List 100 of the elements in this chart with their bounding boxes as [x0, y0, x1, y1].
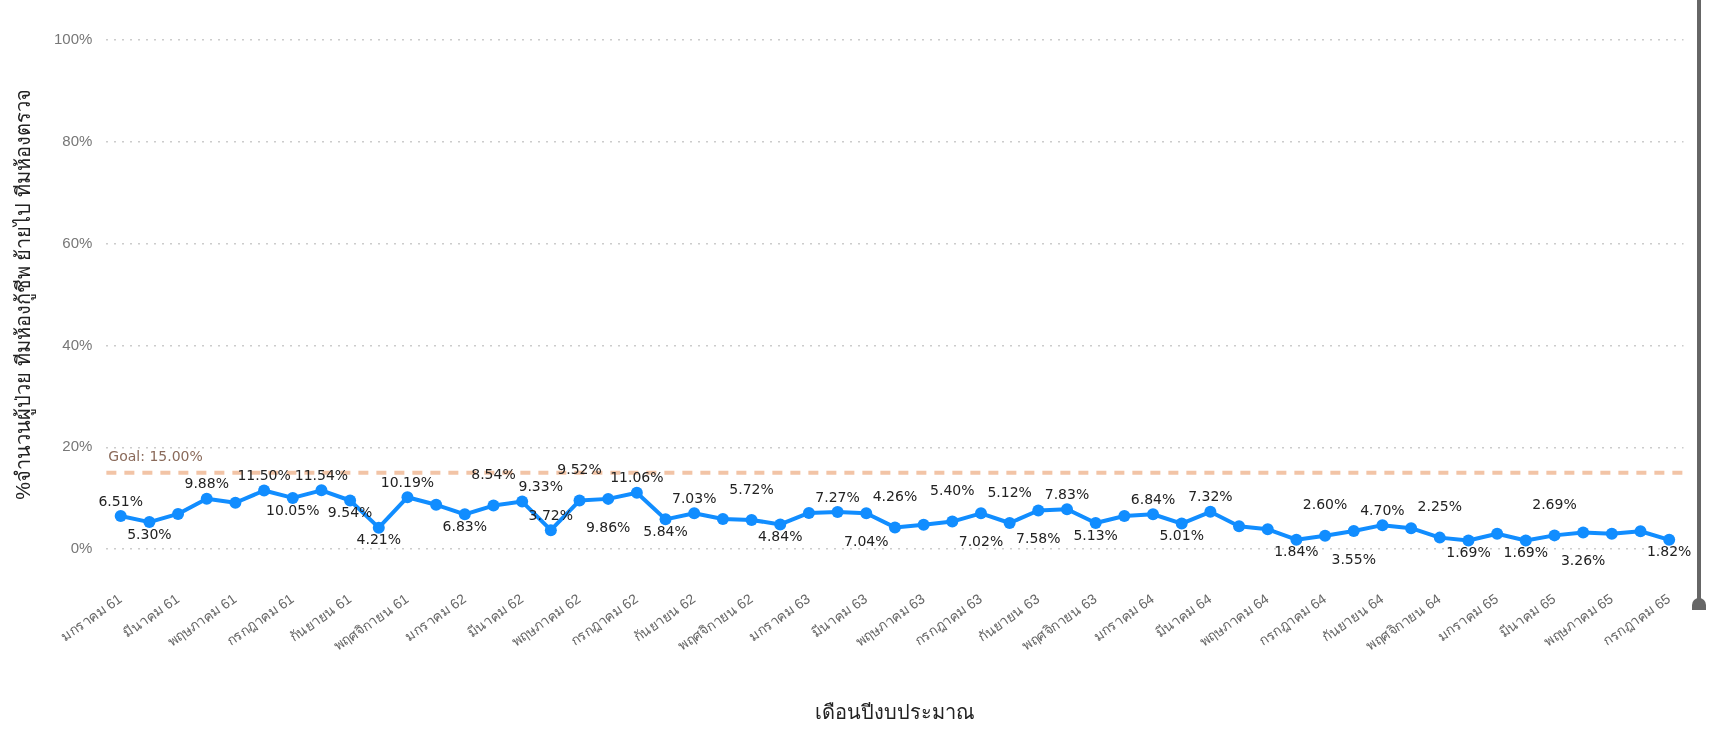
point [200, 492, 213, 505]
point [1491, 527, 1504, 540]
data-label: 7.32% [1188, 488, 1233, 505]
data-label: 5.13% [1073, 526, 1118, 543]
point [487, 499, 500, 512]
data-label: 7.58% [1016, 530, 1061, 547]
data-label: 8.54% [471, 466, 516, 483]
point [888, 521, 901, 534]
data-label: 2.25% [1417, 498, 1463, 515]
data-label: 10.19% [380, 473, 435, 490]
data-label: 4.84% [758, 528, 803, 545]
point [1577, 526, 1590, 539]
data-label: 6.51% [98, 492, 143, 509]
point [1663, 533, 1676, 546]
point [143, 516, 156, 529]
point [946, 515, 959, 528]
data-label: 11.50% [237, 467, 291, 484]
data-label: 7.27% [815, 488, 860, 505]
y-tick-label: 100% [53, 30, 93, 48]
data-label: 1.69% [1446, 544, 1491, 561]
data-label: 9.33% [518, 478, 563, 495]
point [229, 496, 242, 509]
data-label: 4.26% [872, 488, 918, 505]
point [831, 506, 844, 519]
data-label: 3.55% [1331, 550, 1376, 567]
data-label: 9.52% [557, 461, 602, 478]
data-label: 1.82% [1646, 543, 1692, 560]
data-label: 2.69% [1532, 496, 1577, 513]
data-label: 9.88% [184, 475, 229, 492]
point [1462, 534, 1475, 547]
point [544, 524, 557, 537]
point [1347, 525, 1360, 537]
point [1147, 508, 1160, 521]
y-tick-label: 80% [62, 131, 93, 149]
data-label: 5.40% [930, 482, 975, 499]
point [1089, 516, 1102, 529]
point [1405, 522, 1418, 535]
point [1261, 523, 1274, 536]
point [1376, 519, 1389, 532]
point [1118, 509, 1131, 522]
point [258, 484, 271, 497]
point [1060, 503, 1073, 516]
point [1605, 527, 1618, 540]
point [802, 506, 815, 519]
point [344, 494, 357, 507]
data-label: 6.83% [442, 517, 488, 534]
point [516, 495, 529, 508]
point [630, 486, 643, 499]
point [1634, 525, 1647, 538]
data-label: 7.02% [958, 532, 1004, 549]
point [401, 491, 414, 504]
data-label: 5.30% [127, 525, 172, 542]
data-label: 2.60% [1302, 496, 1348, 513]
point [1319, 529, 1332, 542]
y-tick-label: 40% [62, 335, 93, 353]
data-label: 7.03% [671, 489, 717, 506]
point [458, 508, 471, 521]
point [602, 492, 615, 505]
point [688, 507, 701, 520]
point [774, 518, 787, 531]
point [286, 491, 299, 504]
data-label: 11.54% [294, 466, 349, 483]
ref-line-label: Goal: 15.00% [108, 448, 203, 465]
data-label: 1.69% [1503, 544, 1549, 561]
point [172, 507, 185, 520]
data-label: 7.83% [1044, 485, 1090, 502]
y-tick-label: 0% [70, 539, 93, 557]
point [974, 507, 987, 520]
point [1204, 505, 1217, 518]
point [573, 494, 586, 507]
data-label: 5.84% [643, 522, 688, 539]
point [745, 513, 758, 526]
point [1290, 533, 1303, 546]
point [315, 484, 328, 497]
data-label: 9.86% [585, 518, 631, 535]
data-label: 4.21% [356, 531, 402, 548]
point [1003, 517, 1016, 530]
point [372, 521, 385, 534]
point [114, 509, 127, 522]
point [1175, 517, 1188, 530]
point [430, 498, 443, 511]
point [917, 518, 930, 531]
point [1032, 504, 1045, 517]
data-label: 3.26% [1560, 552, 1606, 569]
data-label: 6.84% [1130, 490, 1176, 507]
point [659, 513, 672, 526]
point [1548, 529, 1561, 542]
y-axis-title: %จำนวนผู้ป่วย ทีมห้องกู้ชีพ ย้ายไป ทีมห้องตรวจ [11, 89, 36, 500]
data-label: 7.04% [844, 532, 889, 549]
point [1433, 531, 1446, 544]
data-label: 5.72% [729, 480, 774, 497]
point [716, 513, 729, 526]
point [1519, 534, 1532, 547]
x-axis-title: เดือนปีงบประมาณ [814, 700, 975, 723]
data-label: 1.84% [1274, 543, 1319, 560]
data-label: 11.06% [610, 469, 664, 486]
y-tick-label: 20% [62, 437, 93, 455]
point [1233, 520, 1246, 533]
point [860, 507, 873, 520]
data-label: 5.01% [1159, 527, 1204, 544]
